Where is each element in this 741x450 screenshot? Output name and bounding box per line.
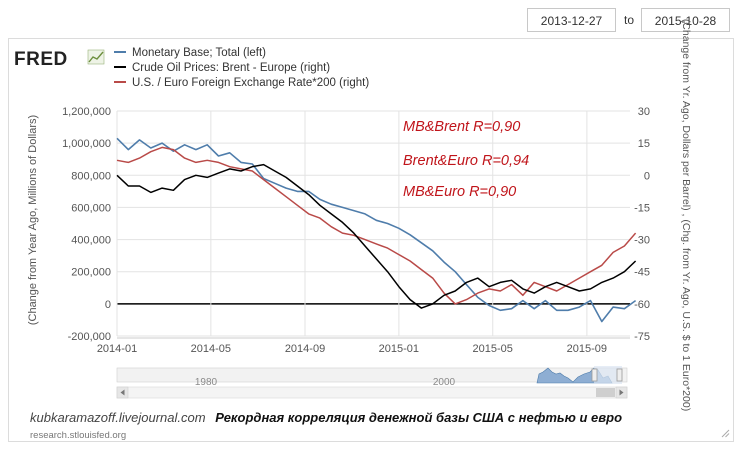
- chevron-left-icon: [120, 389, 125, 396]
- left-tick-label: 400,000: [71, 235, 111, 247]
- x-tick-label: 2014-09: [285, 343, 325, 355]
- right-tick-label: 15: [638, 138, 650, 150]
- right-tick-label: 0: [644, 170, 650, 182]
- right-tick-label: -15: [634, 202, 650, 214]
- annotation-mb-brent: MB&Brent R=0,90: [403, 119, 520, 135]
- horizontal-scrollbar[interactable]: [116, 386, 628, 399]
- annotation-mb-euro: MB&Euro R=0,90: [403, 184, 516, 200]
- end-date-input[interactable]: 2015-10-28: [641, 8, 730, 32]
- left-tick-label: -200,000: [68, 331, 111, 343]
- x-axis-ticks: 2014-01 2014-05 2014-09 2015-01 2015-05 2015-…: [97, 343, 607, 355]
- navigator-selection[interactable]: [594, 366, 622, 384]
- right-axis-label: (Change from Yr. Ago, Dollars per Barrel…: [680, 19, 692, 411]
- navigator-right-handle[interactable]: [616, 368, 623, 382]
- navigator-label-1980: 1980: [195, 377, 218, 388]
- caption-title: Рекордная корреляция денежной базы США с…: [215, 410, 622, 425]
- legend-monetary-base[interactable]: Monetary Base; Total (left): [132, 47, 266, 59]
- start-date-input[interactable]: 2013-12-27: [527, 8, 616, 32]
- range-navigator[interactable]: 1980 2000: [116, 366, 628, 388]
- series-lines: [116, 137, 637, 323]
- fred-logo-text: FRED: [14, 49, 68, 70]
- series-euro: [116, 146, 637, 305]
- x-tick-label: 2014-05: [191, 343, 231, 355]
- right-tick-label: 30: [638, 106, 650, 118]
- caption-blog: kubkaramazoff.livejournal.com: [30, 410, 206, 425]
- left-tick-label: 1,000,000: [62, 138, 111, 150]
- left-axis-label: (Change from Year Ago, Millions of Dolla…: [27, 115, 39, 325]
- right-tick-label: -60: [634, 299, 650, 311]
- right-tick-label: -45: [634, 267, 650, 279]
- right-tick-label: -30: [634, 235, 650, 247]
- right-axis-ticks: 30 15 0 -15 -30 -45 -60 -75: [634, 106, 650, 343]
- left-tick-label: 200,000: [71, 267, 111, 279]
- left-axis-ticks: 1,200,000 1,000,000 800,000 600,000 400,000 2…: [62, 106, 111, 343]
- chart-legend: Monetary Base; Total (left) Crude Oil Pri…: [114, 47, 369, 89]
- chart-line-icon: [87, 49, 105, 65]
- resize-grip-icon[interactable]: [721, 429, 730, 438]
- annotation-brent-euro: Brent&Euro R=0,94: [403, 153, 529, 169]
- chevron-right-icon: [619, 389, 624, 396]
- x-tick-label: 2015-09: [567, 343, 607, 355]
- navigator-left-handle[interactable]: [591, 368, 598, 382]
- right-tick-label: -75: [634, 331, 650, 343]
- date-range-to-label: to: [624, 13, 635, 27]
- series-monetary-base: [116, 137, 637, 323]
- left-tick-label: 1,200,000: [62, 106, 111, 118]
- navigator-label-2000: 2000: [433, 377, 456, 388]
- series-brent: [116, 163, 637, 309]
- scrollbar-thumb[interactable]: [596, 388, 615, 397]
- caption: kubkaramazoff.livejournal.com Рекордная …: [30, 410, 622, 425]
- left-tick-label: 0: [105, 299, 111, 311]
- legend-euro[interactable]: U.S. / Euro Foreign Exchange Rate*200 (r…: [132, 77, 369, 89]
- x-tick-label: 2015-05: [473, 343, 513, 355]
- x-tick-label: 2015-01: [379, 343, 419, 355]
- x-tick-label: 2014-01: [97, 343, 137, 355]
- source-link[interactable]: research.stlouisfed.org: [30, 430, 126, 441]
- left-tick-label: 800,000: [71, 170, 111, 182]
- grid-lines: [116, 110, 630, 339]
- left-tick-label: 600,000: [71, 202, 111, 214]
- fred-logo: FRED: [14, 49, 105, 70]
- legend-brent[interactable]: Crude Oil Prices: Brent - Europe (right): [132, 62, 330, 74]
